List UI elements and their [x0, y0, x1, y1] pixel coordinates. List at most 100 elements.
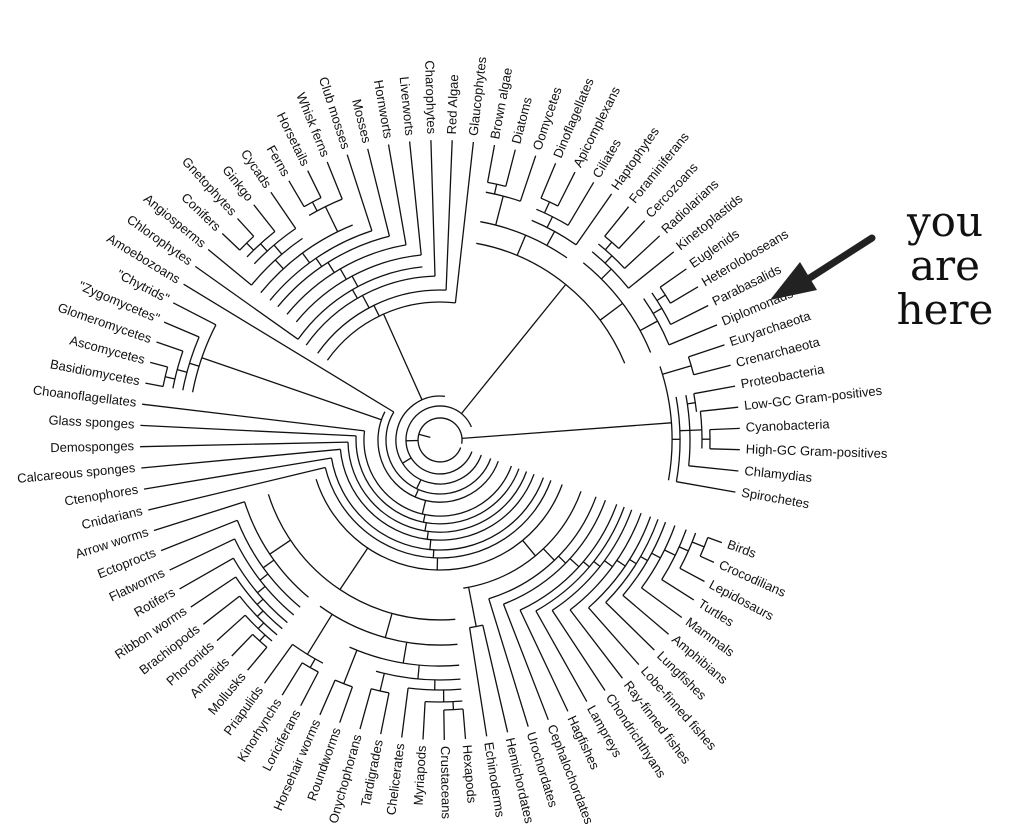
leaf-label: Chelicerates	[383, 742, 407, 816]
tree-branch	[558, 555, 567, 564]
tree-branch	[640, 556, 648, 562]
tree-branch	[324, 206, 339, 233]
tree-branch	[605, 601, 655, 651]
tree-branch	[569, 512, 642, 611]
tree-branch	[315, 257, 323, 267]
tree-branch	[307, 170, 322, 198]
tree-branch	[679, 532, 697, 569]
tree-branch	[408, 141, 422, 256]
leaf-label: Spirochetes	[740, 485, 811, 512]
tree-branch	[244, 614, 273, 642]
tree-branch	[516, 234, 527, 256]
tree-branch	[237, 218, 255, 237]
tree-branch	[281, 662, 303, 696]
tree-branch	[179, 557, 234, 590]
tree-branch	[486, 144, 496, 183]
tree-branch	[169, 538, 235, 571]
leaf-label: Red Algae	[444, 74, 461, 135]
tree-branch	[297, 266, 423, 340]
tree-branch	[699, 411, 703, 449]
leaf-label: Echinoderms	[481, 741, 508, 819]
tree-branch	[604, 241, 613, 251]
tree-branch	[488, 598, 529, 727]
tree-branch	[599, 302, 623, 321]
tree-branch	[190, 576, 237, 608]
tree-branch	[429, 539, 432, 550]
tree-branch	[367, 148, 391, 237]
tree-branch	[156, 341, 184, 352]
tree-branch	[401, 687, 409, 738]
tree-branch	[688, 344, 725, 358]
tree-branch	[535, 506, 625, 612]
tree-branch	[575, 193, 613, 246]
tree-branch	[177, 368, 188, 373]
tree-branch	[661, 579, 695, 601]
tree-branch	[402, 457, 412, 464]
tree-branch	[604, 206, 630, 237]
tree-branch	[202, 595, 240, 625]
tree-branch	[616, 559, 626, 567]
tree-branch	[569, 558, 580, 568]
tree-branch	[454, 141, 475, 303]
tree-branch	[685, 394, 691, 466]
tree-branch	[387, 144, 407, 246]
tree-branch	[343, 649, 358, 684]
tree-branch	[659, 286, 671, 304]
tree-branch	[363, 430, 513, 517]
tree-branch	[597, 243, 626, 269]
tree-branch	[421, 500, 427, 515]
tree-branch	[582, 561, 590, 568]
tree-branch	[624, 235, 661, 269]
tree-branch	[269, 539, 291, 555]
tree-branch	[662, 365, 692, 375]
leaf-label: High-GC Gram-positives	[746, 441, 889, 461]
tree-branch	[216, 614, 246, 642]
tree-branch	[140, 441, 349, 448]
tree-branch	[557, 171, 576, 207]
tree-branch	[493, 184, 498, 195]
tree-branch	[377, 411, 499, 503]
leaf-label: Tardigrades	[358, 738, 386, 808]
tree-branch	[207, 248, 252, 286]
tree-branch	[591, 251, 630, 289]
tree-branches	[140, 140, 740, 741]
tree-branch	[221, 233, 241, 251]
tree-branch	[160, 519, 238, 552]
tree-branch	[286, 244, 407, 315]
leaf-label: Ctenophores	[63, 482, 139, 509]
tree-branch	[346, 154, 373, 232]
tree-branch	[535, 610, 588, 702]
tree-branch	[628, 251, 675, 289]
tree-branch	[569, 609, 623, 679]
tree-branch	[301, 252, 311, 264]
tree-branch	[247, 646, 268, 671]
tree-branch	[670, 286, 699, 304]
tree-branch	[172, 302, 217, 326]
tree-branch	[327, 262, 335, 273]
tree-branch	[172, 350, 184, 389]
tree-branch	[183, 283, 395, 413]
tree-branch	[430, 140, 436, 277]
tree-branch	[273, 244, 283, 255]
tree-branch	[693, 364, 731, 376]
tree-branch	[163, 321, 200, 338]
leaf-labels: BirdsCrocodiliansLepidosaursTurtlesMamma…	[16, 55, 888, 826]
tree-branch	[380, 692, 390, 735]
tree-branch	[305, 275, 436, 346]
tree-branch	[311, 201, 318, 212]
tree-branch	[588, 607, 640, 666]
tree-branch	[339, 686, 354, 723]
tree-branch	[540, 197, 559, 207]
tree-branch	[189, 362, 200, 367]
leaf-label: Charophytes	[422, 60, 439, 135]
tree-branch	[693, 393, 698, 412]
tree-branch	[201, 357, 382, 421]
tree-branch	[165, 376, 176, 380]
tree-branch	[231, 633, 254, 657]
tree-branch	[519, 609, 569, 712]
leaf-label: Birds	[725, 537, 758, 561]
tree-branch	[502, 603, 549, 721]
tree-branch	[422, 514, 426, 523]
tree-branch	[194, 265, 299, 340]
